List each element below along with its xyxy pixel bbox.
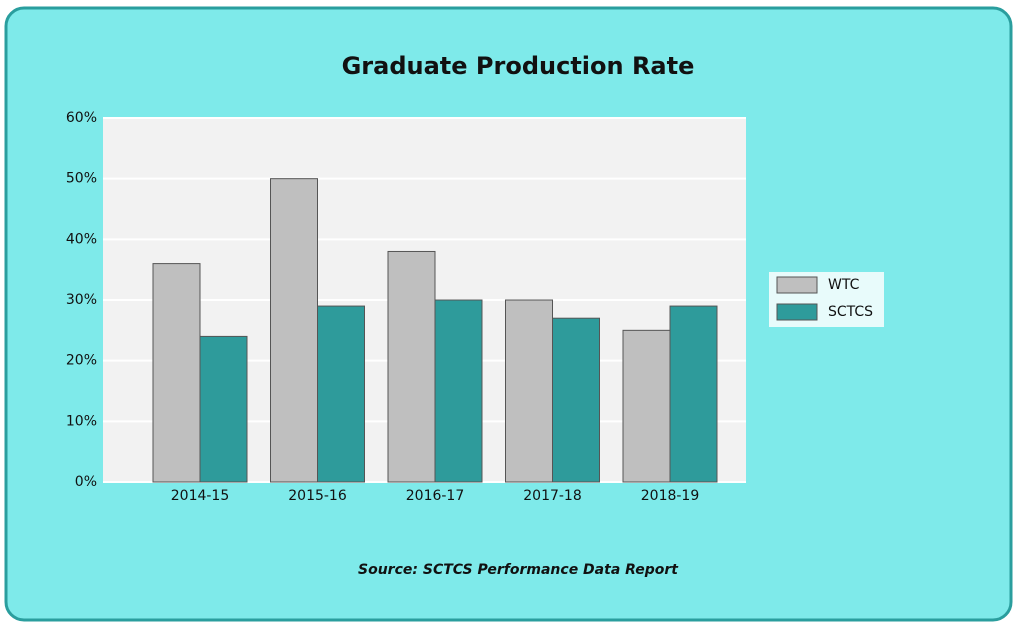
bar — [152, 263, 201, 483]
bar — [387, 250, 436, 483]
x-tick-label: 2018-19 — [641, 488, 700, 504]
y-tick-label: 60% — [66, 110, 97, 126]
bar — [669, 305, 718, 483]
source: Source: SCTCS Performance Data Report — [358, 562, 679, 578]
y-tick-label: 30% — [66, 292, 97, 308]
x-tick-label: 2017-18 — [523, 488, 582, 504]
chart-title: Graduate Production Rate — [342, 52, 695, 80]
legend-label: SCTCS — [828, 304, 873, 320]
y-tick-label: 10% — [66, 413, 97, 429]
bar — [434, 299, 483, 483]
bar — [199, 335, 248, 483]
x-tick-label: 2016-17 — [406, 488, 465, 504]
x-tick-label: 2014-15 — [171, 488, 230, 504]
bar — [317, 305, 365, 483]
bar — [270, 178, 318, 483]
y-tick-label: 0% — [75, 474, 97, 490]
x-tick-label: 2015-16 — [288, 488, 347, 504]
legend-label: WTC — [828, 277, 860, 293]
y-tick-label: 50% — [66, 171, 97, 187]
y-tick-label: 40% — [66, 231, 97, 247]
y-tick-label: 20% — [66, 353, 97, 369]
bar — [622, 329, 671, 483]
legend-swatch — [776, 303, 818, 321]
bar — [552, 317, 600, 483]
bar — [505, 299, 553, 483]
legend-swatch — [776, 276, 818, 294]
